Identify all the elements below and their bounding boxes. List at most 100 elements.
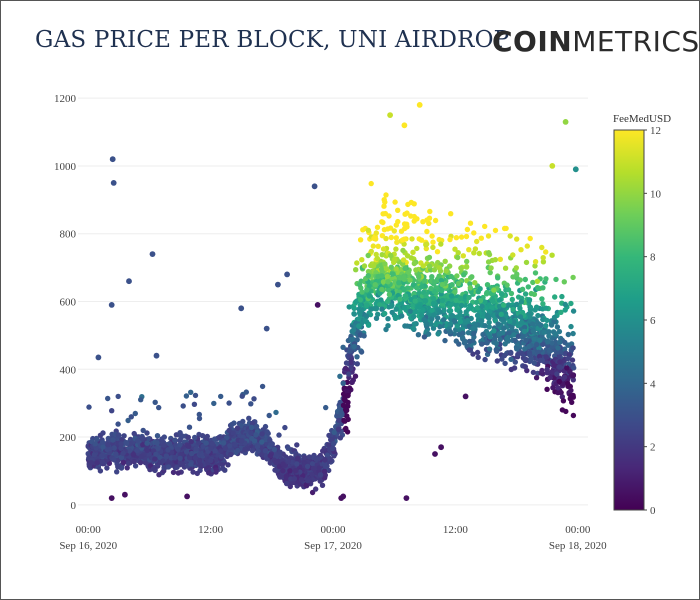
data-point bbox=[431, 312, 437, 318]
y-tick-label: 0 bbox=[71, 500, 77, 512]
data-point bbox=[436, 265, 443, 271]
data-point bbox=[463, 309, 469, 315]
data-point bbox=[132, 463, 139, 469]
data-point bbox=[196, 458, 203, 464]
x-tick-date-label: Sep 17, 2020 bbox=[304, 540, 362, 552]
data-point bbox=[561, 279, 567, 285]
data-point bbox=[522, 276, 528, 283]
y-tick-label: 1000 bbox=[54, 161, 77, 173]
data-point bbox=[118, 445, 124, 451]
data-point bbox=[253, 432, 259, 438]
data-point bbox=[324, 452, 330, 458]
data-point bbox=[322, 463, 329, 469]
data-point bbox=[329, 436, 335, 443]
data-point bbox=[433, 321, 439, 328]
data-point bbox=[554, 324, 561, 330]
data-point bbox=[505, 302, 511, 309]
data-point bbox=[229, 421, 235, 428]
outlier-point bbox=[549, 163, 556, 169]
data-point bbox=[451, 331, 457, 337]
data-point bbox=[230, 430, 236, 436]
data-point bbox=[364, 287, 370, 293]
data-point bbox=[498, 311, 504, 317]
data-point bbox=[287, 483, 293, 490]
data-point bbox=[99, 452, 105, 459]
outlier-point bbox=[401, 122, 408, 129]
data-point bbox=[249, 420, 256, 427]
data-point bbox=[453, 338, 459, 344]
colorbar-tick-label: 6 bbox=[650, 315, 656, 327]
data-point bbox=[436, 273, 442, 279]
data-point bbox=[353, 299, 359, 305]
data-point bbox=[418, 237, 425, 243]
data-point bbox=[196, 431, 202, 438]
data-point bbox=[477, 286, 483, 292]
data-point bbox=[375, 243, 381, 249]
data-point bbox=[370, 263, 377, 269]
data-point bbox=[254, 444, 261, 450]
data-point bbox=[530, 321, 536, 327]
y-tick-label: 200 bbox=[60, 432, 77, 444]
data-point bbox=[404, 210, 410, 216]
data-point bbox=[491, 336, 498, 342]
data-point bbox=[382, 310, 388, 317]
data-point bbox=[524, 243, 530, 249]
data-point bbox=[567, 368, 573, 375]
data-point bbox=[193, 446, 199, 452]
data-point bbox=[511, 332, 517, 338]
data-point bbox=[409, 236, 415, 242]
data-point bbox=[114, 469, 120, 475]
data-point bbox=[414, 245, 420, 252]
data-point bbox=[180, 403, 186, 409]
data-point bbox=[565, 342, 571, 348]
data-point bbox=[484, 340, 490, 346]
outlier-point bbox=[95, 354, 102, 361]
data-point bbox=[294, 455, 301, 461]
data-point bbox=[502, 265, 509, 271]
data-point bbox=[402, 323, 408, 329]
data-point bbox=[533, 375, 540, 381]
data-point bbox=[372, 282, 378, 288]
data-point bbox=[397, 296, 403, 302]
data-point bbox=[543, 354, 549, 360]
data-point bbox=[249, 447, 256, 454]
data-point bbox=[532, 259, 539, 265]
data-point bbox=[125, 417, 131, 424]
data-point bbox=[571, 365, 577, 371]
data-point bbox=[491, 287, 497, 293]
data-point bbox=[187, 455, 193, 461]
data-point bbox=[399, 313, 405, 319]
data-point bbox=[456, 331, 462, 338]
data-point bbox=[561, 346, 568, 352]
data-point bbox=[499, 356, 505, 362]
data-point bbox=[405, 201, 411, 208]
data-point bbox=[385, 279, 391, 285]
data-point bbox=[392, 199, 398, 205]
outlier-point bbox=[438, 444, 444, 451]
data-point bbox=[414, 285, 420, 291]
data-point bbox=[347, 352, 353, 358]
data-point bbox=[557, 359, 563, 365]
data-point bbox=[342, 365, 349, 372]
data-point bbox=[442, 337, 448, 344]
data-point bbox=[400, 247, 406, 254]
data-point bbox=[570, 345, 576, 351]
data-point bbox=[443, 268, 449, 274]
data-point bbox=[343, 360, 350, 366]
data-point bbox=[213, 467, 219, 473]
data-point bbox=[273, 459, 279, 466]
data-point bbox=[530, 369, 537, 376]
data-point bbox=[351, 305, 357, 311]
data-point bbox=[411, 260, 417, 267]
data-point bbox=[474, 238, 480, 245]
data-point bbox=[283, 480, 290, 487]
data-point bbox=[374, 224, 381, 230]
data-point bbox=[358, 349, 365, 355]
data-point bbox=[447, 236, 453, 243]
data-point bbox=[519, 350, 525, 357]
data-point bbox=[552, 294, 558, 300]
data-point bbox=[383, 235, 389, 242]
data-point bbox=[484, 312, 491, 319]
data-point bbox=[192, 455, 199, 461]
